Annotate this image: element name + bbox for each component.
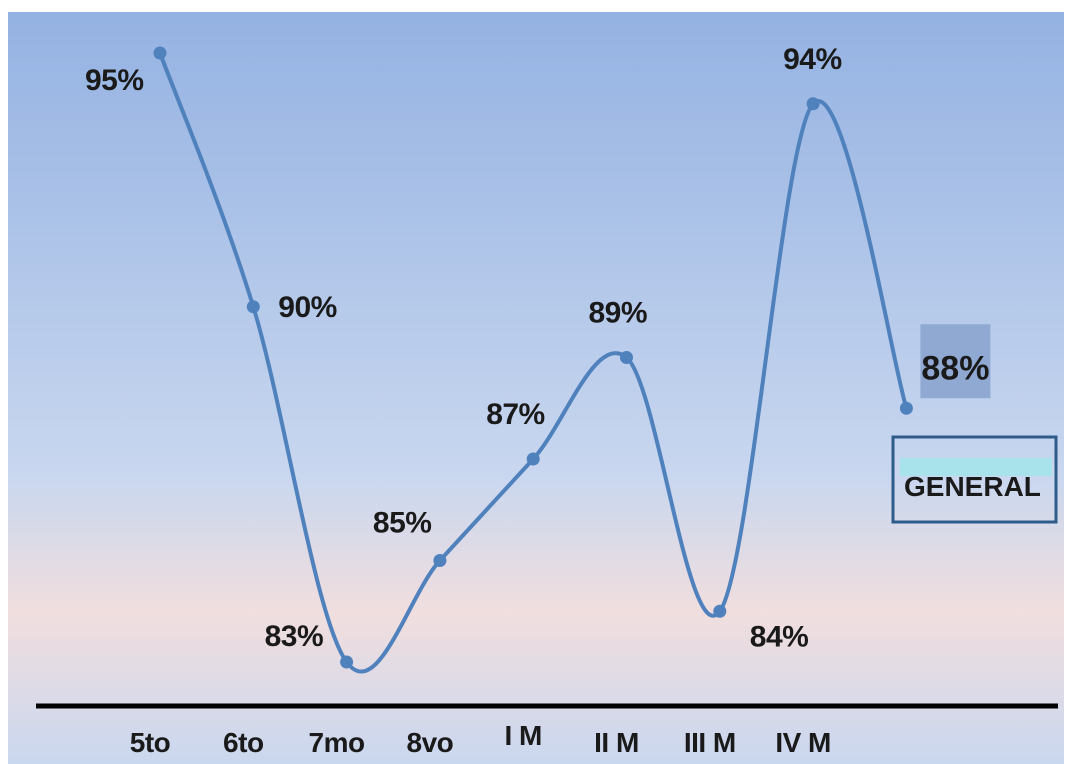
x-tick-label: III M — [684, 727, 736, 758]
data-label: 95% — [85, 64, 144, 97]
data-label: 90% — [278, 291, 337, 324]
data-label: 94% — [783, 43, 842, 76]
x-tick-labels-layer: 5to 6to 7mo 8vo I M II M III M IV M — [130, 720, 832, 758]
data-point — [620, 351, 633, 364]
x-tick-label: IV M — [775, 727, 831, 758]
data-label: 87% — [486, 398, 545, 431]
data-point — [153, 46, 167, 60]
plot-background — [8, 12, 1064, 764]
x-tick-label: 6to — [223, 727, 264, 758]
data-point — [246, 300, 260, 314]
x-tick-label: 5to — [130, 727, 171, 758]
data-point — [526, 452, 540, 466]
data-point — [899, 401, 913, 415]
legend-box — [891, 435, 1058, 524]
series-layer — [158, 52, 909, 674]
series-line — [158, 52, 909, 674]
general-value-highlight — [920, 324, 991, 399]
data-point — [433, 554, 447, 567]
x-tick-label: 7mo — [309, 727, 365, 758]
legend: GENERAL — [891, 435, 1058, 524]
x-tick-label: I M — [505, 720, 542, 751]
legend-highlight — [900, 458, 1052, 476]
points-layer — [153, 46, 913, 669]
data-label: 84% — [750, 620, 809, 653]
general-value-label: 88% — [921, 349, 989, 387]
x-tick-label: 8vo — [407, 727, 454, 758]
legend-series-name: GENERAL — [904, 471, 1041, 502]
x-tick-label: II M — [594, 727, 639, 758]
data-point — [713, 604, 727, 618]
data-label: 83% — [265, 620, 324, 653]
data-labels-layer: 95% 90% 83% 85% 87% 89% 84% 94% 88% — [85, 43, 991, 653]
data-point — [806, 97, 820, 111]
data-label: 85% — [373, 507, 432, 540]
data-point — [340, 655, 354, 669]
data-label: 89% — [589, 297, 648, 330]
